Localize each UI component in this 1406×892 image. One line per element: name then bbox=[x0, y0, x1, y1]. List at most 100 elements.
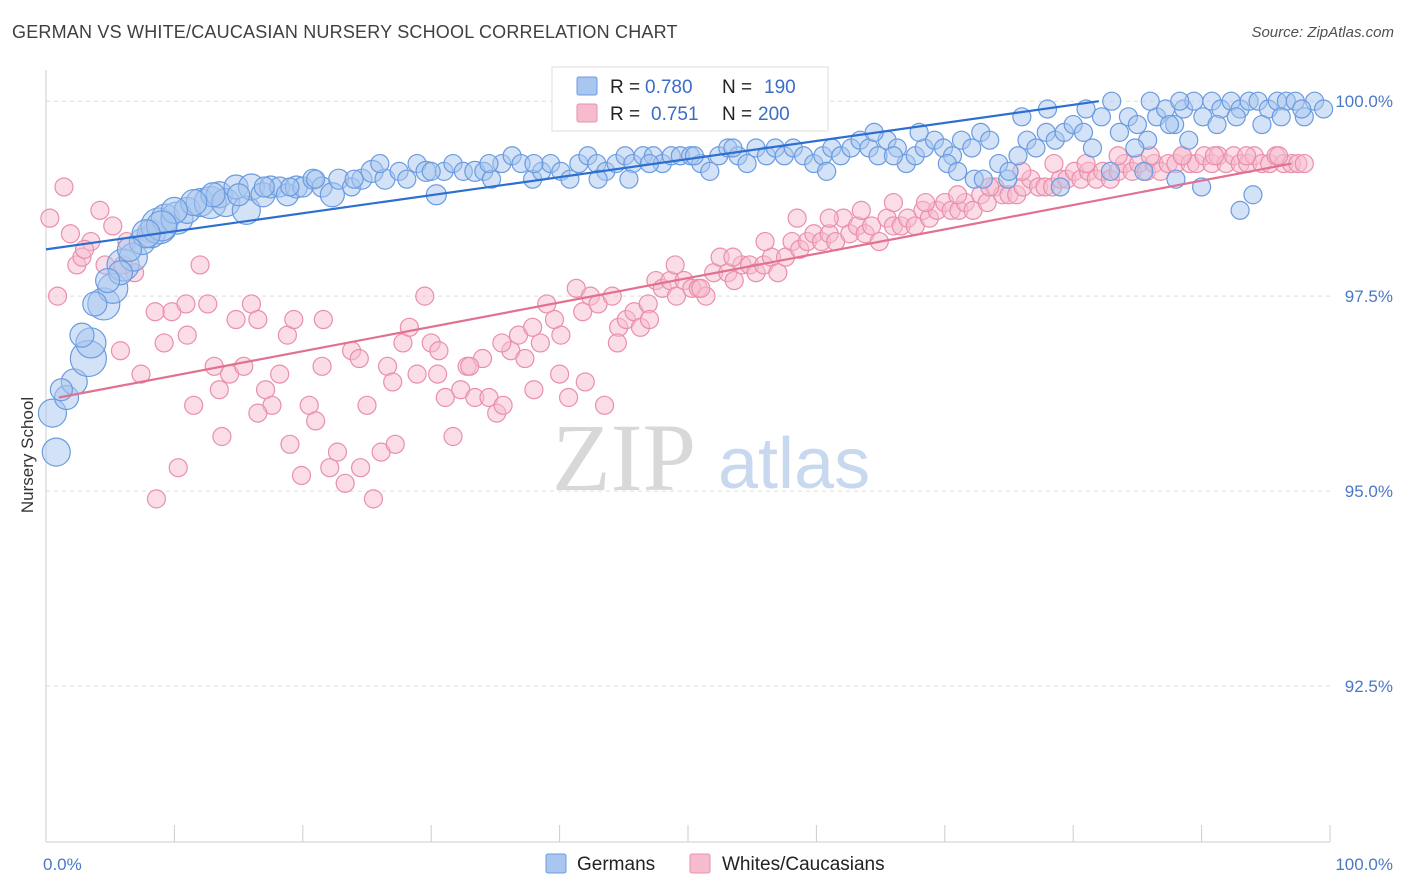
data-point bbox=[363, 489, 384, 509]
data-point bbox=[284, 309, 304, 330]
data-point bbox=[1252, 114, 1272, 135]
trend-line-germans bbox=[45, 100, 1100, 251]
legend-bottom-germans-label: Germans bbox=[577, 854, 655, 875]
data-point bbox=[558, 387, 579, 408]
legend-whites-swatch bbox=[576, 103, 598, 123]
legend-germans-n-value: 190 bbox=[764, 77, 796, 98]
data-point bbox=[460, 356, 480, 376]
y-tick-label: 100.0% bbox=[1335, 92, 1393, 111]
data-point bbox=[915, 192, 936, 213]
data-point bbox=[176, 294, 196, 314]
legend-bottom-germans-swatch bbox=[545, 853, 567, 874]
data-point bbox=[312, 356, 332, 376]
data-point bbox=[280, 434, 300, 454]
data-point bbox=[684, 146, 705, 166]
data-point bbox=[575, 372, 595, 392]
x-tick-label-min: 0.0% bbox=[43, 855, 82, 874]
data-point bbox=[429, 341, 449, 361]
legend-bottom-whites-label: Whites/Caucasians bbox=[722, 854, 885, 875]
data-point bbox=[530, 333, 550, 353]
data-point bbox=[962, 138, 982, 158]
data-point bbox=[248, 403, 268, 423]
data-point bbox=[399, 317, 419, 337]
data-point bbox=[1207, 114, 1227, 135]
data-point bbox=[1179, 130, 1199, 150]
data-point bbox=[41, 437, 71, 467]
data-point bbox=[131, 364, 151, 384]
data-point bbox=[666, 286, 687, 306]
data-point bbox=[103, 216, 123, 236]
legend-germans-n-label: N = bbox=[722, 77, 752, 98]
data-point bbox=[602, 286, 622, 306]
data-point bbox=[212, 426, 232, 447]
data-point bbox=[177, 325, 197, 345]
data-point bbox=[383, 372, 403, 392]
data-point bbox=[1294, 153, 1314, 174]
data-point bbox=[1134, 161, 1154, 181]
data-point bbox=[291, 465, 312, 486]
watermark-atlas: atlas bbox=[718, 424, 870, 504]
data-point bbox=[1100, 161, 1121, 181]
data-point bbox=[588, 169, 608, 189]
legend-whites-n-label: N = bbox=[722, 104, 752, 125]
data-point bbox=[1109, 122, 1130, 142]
data-point bbox=[145, 302, 165, 322]
legend-top-box bbox=[551, 66, 829, 132]
data-point bbox=[1269, 146, 1289, 166]
data-point bbox=[723, 247, 743, 267]
data-point bbox=[1044, 153, 1064, 174]
data-point bbox=[306, 169, 326, 189]
data-point bbox=[1102, 91, 1122, 111]
data-point bbox=[327, 442, 348, 462]
data-point bbox=[146, 489, 167, 509]
data-point bbox=[1159, 114, 1180, 135]
data-point bbox=[1091, 107, 1112, 127]
data-point bbox=[435, 387, 455, 408]
legend-whites-r-value: 0.751 bbox=[651, 104, 699, 125]
data-point bbox=[320, 458, 340, 478]
data-point bbox=[421, 161, 441, 181]
legend-top: R = 0.780 N = 190 R = 0.751 N = 200 bbox=[551, 66, 829, 132]
data-point bbox=[54, 177, 74, 197]
data-point bbox=[82, 291, 108, 317]
data-point bbox=[40, 208, 60, 228]
data-point bbox=[1082, 138, 1103, 158]
series-whites-caucasians bbox=[40, 146, 1314, 509]
data-point bbox=[1127, 114, 1148, 135]
y-axis-title: Nursery School bbox=[18, 397, 37, 513]
data-point bbox=[1125, 138, 1145, 158]
data-point bbox=[1008, 146, 1028, 166]
data-point bbox=[154, 333, 174, 353]
data-point bbox=[737, 153, 757, 174]
data-point bbox=[1026, 138, 1046, 158]
data-point bbox=[226, 309, 246, 330]
data-point bbox=[116, 236, 143, 262]
data-point bbox=[248, 309, 268, 330]
data-point bbox=[370, 153, 390, 174]
data-point bbox=[280, 177, 300, 197]
chart-title: GERMAN VS WHITE/CAUCASIAN NURSERY SCHOOL… bbox=[12, 22, 678, 42]
data-point bbox=[1204, 146, 1225, 166]
data-point bbox=[313, 309, 333, 330]
data-point bbox=[385, 434, 405, 454]
data-point bbox=[90, 200, 110, 220]
data-point bbox=[335, 473, 355, 493]
data-point bbox=[1108, 146, 1128, 166]
chart-source: Source: ZipAtlas.com bbox=[1251, 24, 1394, 41]
data-point bbox=[594, 395, 615, 415]
data-point bbox=[350, 458, 371, 478]
data-point bbox=[306, 411, 326, 431]
data-point bbox=[69, 322, 95, 348]
data-point bbox=[270, 364, 290, 384]
data-point bbox=[60, 224, 80, 244]
data-point bbox=[560, 169, 580, 189]
data-point bbox=[349, 348, 369, 369]
data-point bbox=[549, 364, 570, 384]
data-point bbox=[1050, 177, 1070, 197]
trend-lines bbox=[45, 100, 1292, 399]
data-point bbox=[357, 395, 377, 415]
data-point bbox=[1243, 185, 1263, 205]
legend-bottom-whites-swatch bbox=[689, 853, 711, 874]
data-point bbox=[1271, 107, 1291, 127]
